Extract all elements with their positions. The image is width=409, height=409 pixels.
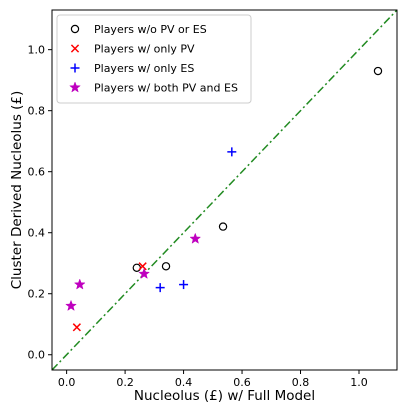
y-tick-label: 0.2 bbox=[28, 288, 46, 301]
x-tick-label: 0.8 bbox=[292, 376, 310, 389]
y-tick-label: 1.0 bbox=[28, 44, 46, 57]
data-point bbox=[218, 222, 228, 231]
y-axis-label: Cluster Derived Nucleolus (£) bbox=[9, 91, 25, 290]
data-point bbox=[155, 283, 165, 293]
x-tick-label: 0.4 bbox=[175, 376, 193, 389]
legend-box bbox=[56, 14, 252, 104]
data-point bbox=[138, 267, 151, 279]
legend-marker bbox=[70, 24, 80, 34]
data-point bbox=[373, 66, 383, 76]
x-tick-label: 0.2 bbox=[116, 376, 134, 389]
data-point bbox=[161, 262, 171, 271]
x-tick-label: 1.0 bbox=[350, 376, 368, 389]
legend-entry: Players w/ only ES bbox=[94, 62, 194, 75]
legend-marker bbox=[70, 63, 80, 73]
data-point bbox=[189, 232, 202, 244]
legend-entry: Players w/ only PV bbox=[94, 43, 195, 56]
plot-frame bbox=[51, 9, 398, 371]
y-tick-label: 0.4 bbox=[28, 227, 46, 240]
data-point bbox=[73, 278, 86, 290]
x-axis-label: Nucleolus (£) w/ Full Model bbox=[134, 388, 315, 404]
data-point bbox=[179, 280, 189, 290]
reference-line bbox=[52, 10, 397, 370]
y-tick-label: 0.6 bbox=[28, 166, 46, 179]
data-point bbox=[227, 147, 237, 157]
legend-marker bbox=[70, 44, 80, 53]
data-point bbox=[65, 299, 77, 311]
y-tick-label: 0.0 bbox=[28, 349, 46, 362]
x-tick-label: 0.0 bbox=[58, 376, 76, 389]
x-tick-label: 0.6 bbox=[233, 376, 251, 389]
y-tick-label: 0.8 bbox=[28, 105, 46, 118]
legend-entry: Players w/o PV or ES bbox=[94, 23, 207, 36]
data-point bbox=[138, 262, 147, 271]
legend-entry: Players w/ both PV and ES bbox=[94, 82, 238, 95]
legend-marker bbox=[69, 81, 81, 93]
data-point bbox=[72, 323, 81, 332]
